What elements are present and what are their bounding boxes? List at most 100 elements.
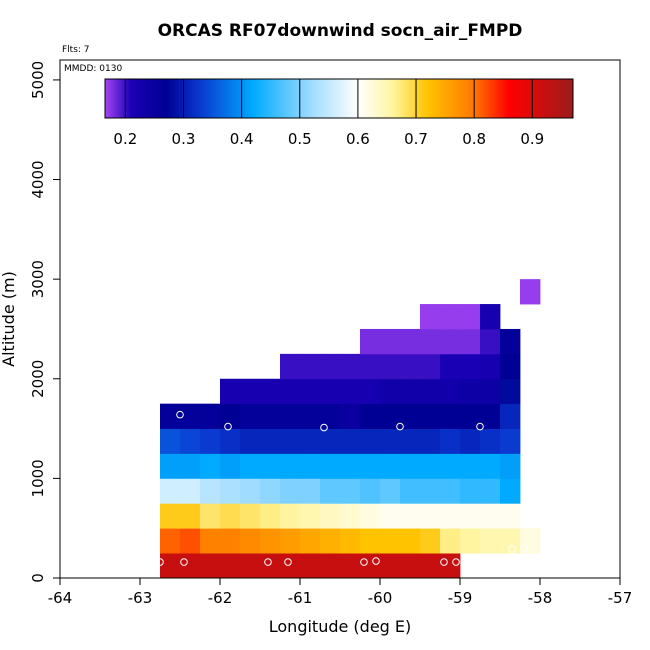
heatmap-cell [160,428,181,454]
x-axis-label: Longitude (deg E) [269,617,412,636]
heatmap-cell [500,503,521,529]
colorbar-tick-label: 0.9 [520,130,544,148]
heatmap-cell [420,528,441,554]
heatmap-cell [320,378,341,405]
y-axis-label: Altitude (m) [0,271,18,367]
heatmap-cell [360,428,381,454]
heatmap-cell [480,328,501,355]
colorbar-tick-label: 0.6 [346,130,370,148]
colorbar-tick-label: 0.3 [172,130,196,148]
heatmap-cell [400,528,421,554]
heatmap-cell [300,503,321,529]
x-tick-label: -64 [48,589,73,607]
heatmap-cell [480,478,501,504]
heatmap-cell [320,503,341,529]
flight-point [156,558,164,566]
heatmap-cell [220,378,241,405]
x-tick-label: -62 [208,589,233,607]
heatmap-cell [260,553,281,579]
heatmap-cell [500,528,521,554]
heatmap-cell [440,503,461,529]
flight-point [372,557,380,565]
colorbar-tick-label: 0.8 [462,130,486,148]
heatmap-cell [480,403,501,429]
heatmap-cell [220,428,241,454]
heatmap-cell [440,453,461,479]
heatmap-cell [300,403,321,429]
flight-point [360,558,368,566]
heatmap-cell [380,453,401,479]
heatmap-cell [240,378,261,405]
heatmap-cell [180,478,201,504]
heatmap-cell [380,478,401,504]
heatmap-cell [400,403,421,429]
heatmap-cell [400,553,421,579]
heatmap-cell [280,378,301,405]
heatmap-cell [320,478,341,504]
heatmap-cell [260,503,281,529]
colorbar-tick-label: 0.4 [230,130,254,148]
flight-point [320,423,328,432]
heatmap-cell [400,428,421,454]
heatmap-cell [180,503,201,529]
heatmap-cell [360,453,381,479]
heatmap-cell [320,403,341,429]
heatmap-cell [300,478,321,504]
heatmap-cell [200,403,221,429]
heatmap-cell [160,528,181,554]
chart-title: ORCAS RF07downwind socn_air_FMPD [158,21,523,41]
heatmap-cell [520,279,541,305]
heatmap-cell [280,553,301,579]
heatmap-cell [380,528,401,554]
heatmap-cell [340,403,361,429]
heatmap-cell [280,428,301,454]
heatmap-cell [380,378,401,405]
heatmap-cell [460,403,481,429]
heatmap-cell [380,328,401,355]
heatmap-cell [340,478,361,504]
x-tick-label: -57 [608,589,633,607]
x-tick-label: -58 [528,589,553,607]
heatmap-cell [380,428,401,454]
heatmap-cell [420,428,441,454]
heatmap-cell [440,378,461,405]
heatmap-cell [420,403,441,429]
heatmap-cell [460,428,481,454]
heatmap-cell [400,503,421,529]
flight-point [224,422,232,431]
heatmap-cell [480,503,501,529]
heatmap-cell [380,353,401,380]
heatmap-cell [460,353,481,380]
heatmap-cell [400,378,421,405]
x-tick-label: -60 [368,589,393,607]
flight-point [520,544,528,552]
heatmap-cell [240,453,261,479]
heatmap-cell [200,503,221,529]
heatmap-cell [280,503,301,529]
heatmap-cell [460,453,481,479]
colorbar-tick-label: 0.5 [288,130,312,148]
heatmap-cell [320,428,341,454]
heatmap-cell [340,453,361,479]
y-axis-ticks: 0 1000 2000 3000 4000 5000 [29,61,60,583]
heatmap-cell [280,478,301,504]
heatmap-cell [480,528,501,554]
heatmap-cell [220,478,241,504]
heatmap-cell [420,553,441,579]
heatmap-cell [300,353,321,380]
heatmap-cell [460,378,481,405]
heatmap-cell [360,378,381,405]
heatmap-cell [240,553,261,579]
heatmap-cell [360,528,381,554]
heatmap-cell [480,304,501,330]
heatmap-cell [440,553,461,579]
heatmap-cell [200,478,221,504]
heatmap-cell [500,478,521,504]
heatmap-cell [420,453,441,479]
heatmap-cell [480,378,501,405]
heatmap-cell [360,503,381,529]
heatmap-cell [340,553,361,579]
heatmap-cell [480,353,501,380]
heatmap-cell [160,403,181,429]
heatmap-cell [340,428,361,454]
